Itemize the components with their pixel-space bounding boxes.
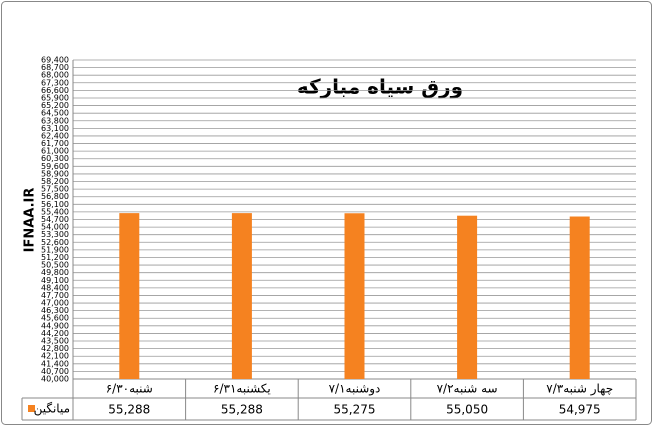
y-tick-label: 54,700 (41, 215, 69, 224)
value-label: 55,050 (446, 403, 488, 417)
y-tick-label: 65,900 (41, 93, 69, 102)
y-tick-label: 40,000 (41, 375, 69, 384)
y-tick-label: 41,400 (41, 359, 69, 368)
y-tick-label: 51,900 (41, 245, 69, 254)
y-tick-label: 44,900 (41, 321, 69, 330)
y-tick-label: 56,100 (41, 200, 69, 209)
x-tick-label: یکشنبه۶/۳۱ (213, 382, 271, 396)
bar (119, 213, 140, 379)
x-tick-label: دوشنبه۷/۱ (329, 382, 381, 397)
bar (231, 213, 252, 379)
y-tick-label: 51,200 (41, 253, 69, 262)
y-tick-label: 63,100 (41, 124, 69, 133)
y-tick-label: 49,100 (41, 276, 69, 285)
y-tick-label: 58,200 (41, 177, 69, 186)
y-tick-label: 67,300 (41, 78, 69, 87)
x-tick-label: شنبه۶/۳۰ (106, 382, 153, 396)
y-tick-label: 40,700 (41, 367, 69, 376)
bar (569, 216, 590, 379)
y-tick-label: 46,300 (41, 306, 69, 315)
y-tick-label: 62,400 (41, 131, 69, 140)
y-tick-label: 63,800 (41, 116, 69, 125)
y-tick-label: 42,800 (41, 344, 69, 353)
y-tick-label: 47,700 (41, 291, 69, 300)
y-tick-label: 60,300 (41, 154, 69, 163)
y-tick-label: 57,500 (41, 185, 69, 194)
value-label: 54,975 (559, 403, 601, 417)
legend-swatch (28, 405, 35, 412)
value-label: 55,288 (221, 403, 263, 417)
y-axis-label: IFNAA.IR (23, 188, 38, 253)
chart-title: ورق سیاه مبارکه (297, 75, 463, 99)
y-tick-label: 68,700 (41, 63, 69, 72)
bar (344, 213, 365, 379)
y-tick-label: 61,000 (41, 147, 69, 156)
y-tick-label: 56,800 (41, 192, 69, 201)
y-tick-label: 64,500 (41, 109, 69, 118)
y-tick-label: 65,200 (41, 101, 69, 110)
y-tick-label: 66,600 (41, 86, 69, 95)
y-tick-label: 55,400 (41, 207, 69, 216)
x-tick-label: سه شنبه۷/۲ (437, 382, 498, 396)
y-tick-label: 59,600 (41, 162, 69, 171)
y-tick-label: 53,300 (41, 230, 69, 239)
y-tick-label: 44,200 (41, 329, 69, 338)
y-tick-label: 52,600 (41, 238, 69, 247)
y-tick-label: 43,500 (41, 337, 69, 346)
chart-border (1, 1, 652, 425)
y-tick-label: 50,500 (41, 261, 69, 270)
legend-label: میانگین (34, 402, 70, 417)
bar (457, 215, 478, 379)
y-tick-label: 54,000 (41, 223, 69, 232)
y-tick-label: 48,400 (41, 283, 69, 292)
y-tick-label: 69,400 (41, 56, 69, 65)
y-tick-label: 68,000 (41, 71, 69, 80)
value-label: 55,275 (334, 403, 376, 417)
value-label: 55,288 (108, 403, 150, 417)
y-tick-label: 61,700 (41, 139, 69, 148)
y-tick-label: 45,600 (41, 314, 69, 323)
x-tick-label: چهار شنبه۷/۳ (546, 382, 613, 397)
y-tick-label: 49,800 (41, 268, 69, 277)
y-tick-label: 47,000 (41, 299, 69, 308)
y-tick-label: 58,900 (41, 169, 69, 178)
y-tick-label: 42,100 (41, 352, 69, 361)
